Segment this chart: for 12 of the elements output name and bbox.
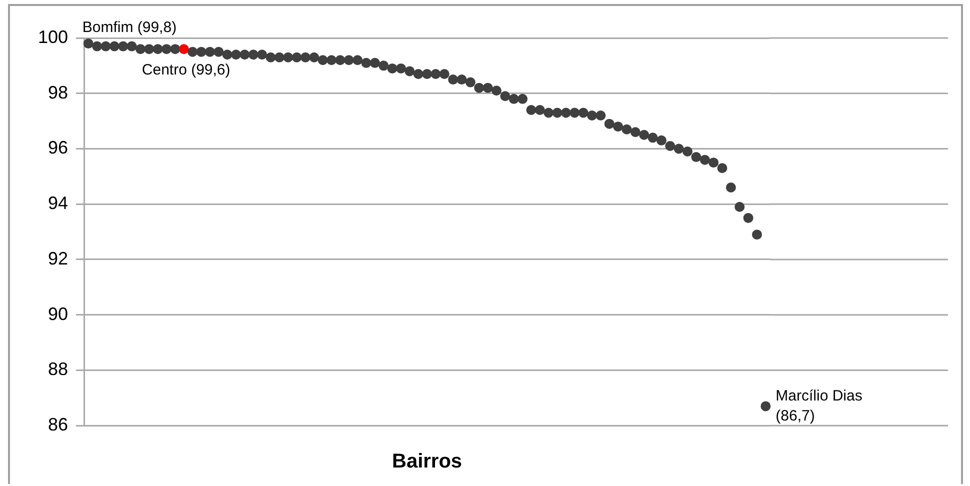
y-tick-label: 88 xyxy=(48,359,68,380)
y-tick-label: 86 xyxy=(48,414,68,435)
x-axis-title: Bairros xyxy=(392,450,462,473)
y-tick-label: 94 xyxy=(48,193,68,214)
y-tick-label: 96 xyxy=(48,138,68,158)
data-label: Marcílio Dias (86,7) xyxy=(776,387,862,424)
data-label: Bomfim (99,8) xyxy=(82,19,177,36)
y-tick-label: 90 xyxy=(48,304,68,324)
data-label: Centro (99,6) xyxy=(142,62,230,79)
y-tick-label: 92 xyxy=(48,248,68,268)
y-tick-label: 98 xyxy=(48,82,68,102)
y-tick-label: 100 xyxy=(38,26,68,47)
